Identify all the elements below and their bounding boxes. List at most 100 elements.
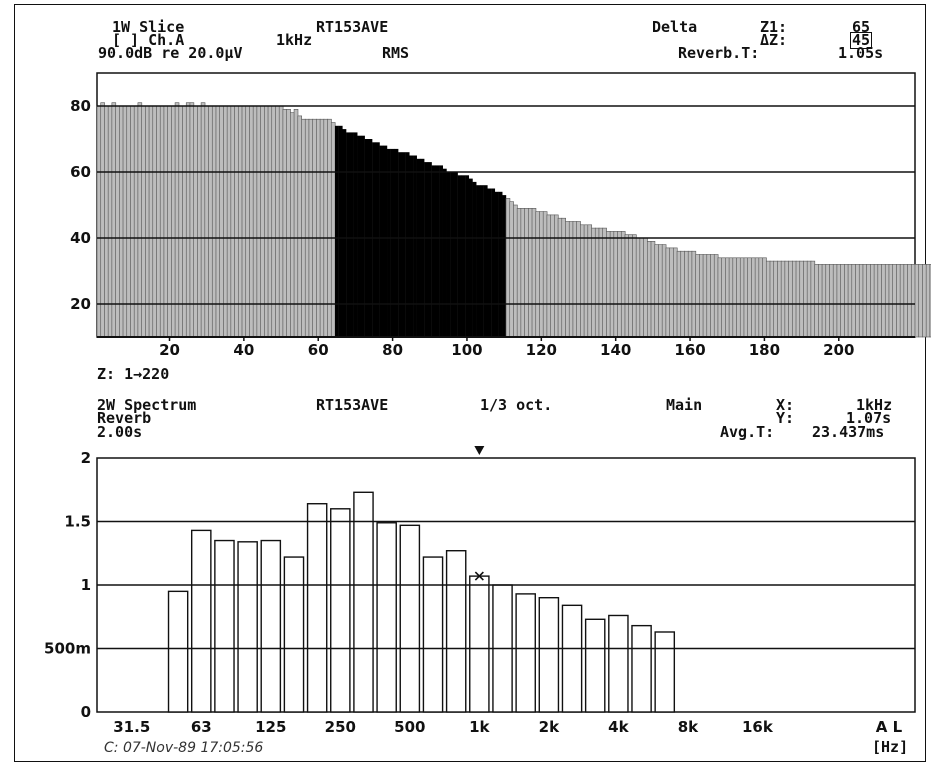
slice-bar [803,260,808,338]
slice-bar [910,264,916,338]
slice-bar [691,250,697,338]
spectrum-bar [353,491,374,713]
channel-label: [ ] Ch.A [112,31,185,49]
slice-bar [383,145,388,337]
spectrum-bar [260,539,282,713]
slice-bar [844,264,849,338]
spectrum-bar [214,539,235,713]
spectrum-y-tick-label: 1.5 [64,513,91,531]
slice-bar [461,175,466,337]
slice-bar [427,162,432,337]
spectrum-x-tick-label: 63 [191,718,212,736]
band-label: 1/3 oct. [480,396,553,414]
slice-y-tick-label: 80 [70,97,91,115]
cursor-cross-icon [474,571,484,581]
slice-bar [606,231,611,338]
slice-bar [439,165,443,337]
spectrum-file-name: RT153AVE [316,396,389,414]
slice-bar [413,155,417,337]
slice-bar [133,105,139,338]
slice-bar [829,264,834,338]
slice-bar [613,231,619,338]
slice-x-tick-label: 200 [823,341,854,359]
slice-bar [353,132,358,337]
delta-z-value: 45 [850,31,873,49]
slice-bar [836,264,842,338]
slice-bar [602,227,607,338]
slice-bar [580,224,585,338]
slice-bar [873,264,879,338]
slice-bar [115,105,120,338]
slice-bar [903,264,909,338]
slice-bar [260,105,265,338]
slice-bar [539,211,544,338]
slice-bar [241,105,247,338]
slice-bar [453,172,458,337]
spectrum-bar [167,590,189,713]
timestamp: C: 07-Nov-89 17:05:56 [104,740,264,756]
slice-bar [245,105,250,338]
slice-bar [479,185,484,337]
slice-bar [424,162,429,337]
slice-bar [684,250,689,338]
slice-bar [483,185,488,337]
slice-bar [264,105,269,338]
slice-bar [680,250,685,338]
slice-x-tick-label: 40 [233,341,254,359]
slice-bar [855,264,860,338]
slice-bar [379,145,384,337]
slice-bar [821,264,827,338]
spectrum-x-tick-label: 31.5 [113,718,150,736]
slice-bar [710,254,715,338]
slice-bar [346,132,351,337]
slice-bar [472,181,477,337]
slice-bar [524,208,529,338]
slice-bar [513,204,518,338]
slice-bar [409,155,414,337]
slice-bar [450,172,455,337]
slice-bar [907,264,912,338]
slice-x-tick-label: 100 [451,341,482,359]
slice-bar [568,221,574,338]
slice-bar [542,211,548,338]
slice-bar [271,105,276,338]
slice-bar [583,224,589,338]
slice-bar [565,221,570,338]
slice-bar [632,234,637,338]
slice-bar [650,241,656,338]
slice-bar [721,257,726,338]
slice-y-tick-label: 60 [70,163,91,181]
slice-y-tick-label: 20 [70,295,91,313]
slice-bar [182,105,187,338]
slice-bar [832,264,838,338]
slice-bar [587,224,593,338]
slice-bar [387,148,391,337]
slice-bar [394,148,399,337]
slice-x-tick-label: 80 [382,341,403,359]
slice-bar [777,260,782,338]
spectrum-y-tick-label: 0 [81,703,91,721]
spectrum-bar [422,556,444,713]
slice-bar [357,135,362,337]
spectrum-bar [538,597,560,713]
z1-label: Z1: [760,18,788,36]
slice-bar [189,102,195,338]
slice-bar [635,237,641,338]
slice-bar [119,105,124,338]
spectrum-bar [654,631,676,713]
slice-bar [736,257,741,338]
slice-bar [788,260,793,338]
spectrum-bar [190,529,212,713]
slice-bar [899,264,905,338]
spectrum-bar [631,624,652,713]
slice-bar [171,105,176,338]
slice-bar [96,105,102,338]
slice-bar [661,244,667,338]
slice-bar [609,231,615,338]
slice-bar [851,264,857,338]
slice-bar [706,254,712,338]
slice-x-tick-label: 140 [600,341,631,359]
slice-bar [825,264,830,338]
slice-bar [104,105,109,338]
spectrum-y-tick-label: 2 [81,449,91,467]
